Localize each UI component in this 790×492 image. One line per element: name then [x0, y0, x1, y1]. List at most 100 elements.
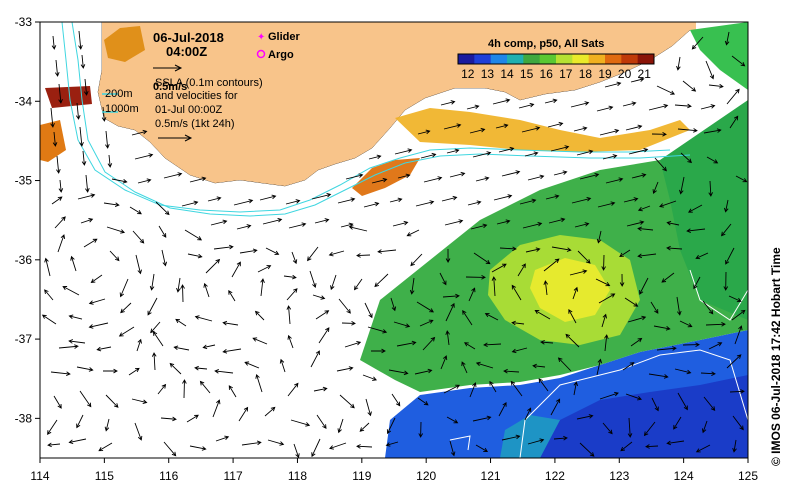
velocity-arrow — [136, 338, 142, 352]
velocity-arrow — [58, 344, 79, 349]
velocity-arrow — [577, 250, 591, 264]
velocity-arrow — [417, 397, 429, 406]
glider-star-icon: ✦ — [257, 32, 265, 43]
velocity-arrow — [449, 171, 466, 178]
velocity-arrow — [311, 192, 332, 200]
velocity-arrow — [491, 263, 507, 273]
velocity-arrow — [469, 382, 477, 398]
velocity-arrow — [51, 35, 57, 50]
velocity-arrow — [186, 414, 199, 423]
velocity-arrow — [62, 286, 80, 296]
velocity-arrow — [543, 280, 549, 296]
velocity-arrow — [131, 129, 148, 136]
velocity-arrow — [47, 419, 58, 435]
velocity-arrow — [368, 154, 382, 160]
velocity-arrow — [517, 263, 526, 277]
velocity-arrow — [731, 55, 746, 67]
velocity-arrow — [371, 177, 388, 184]
velocity-arrow — [363, 201, 380, 208]
velocity-arrow — [659, 200, 677, 208]
velocity-arrow — [598, 293, 616, 304]
velocity-arrow — [463, 342, 476, 350]
velocity-arrow — [489, 380, 497, 393]
velocity-arrow — [619, 249, 631, 258]
velocity-arrow — [374, 273, 389, 288]
colorbar-swatch — [507, 54, 524, 64]
velocity-arrow — [543, 258, 560, 272]
velocity-arrow — [708, 83, 724, 89]
velocity-arrow — [624, 297, 639, 307]
velocity-arrow — [532, 363, 546, 369]
velocity-arrow — [202, 344, 216, 350]
velocity-arrow — [385, 441, 399, 447]
map-time: 04:00Z — [166, 44, 207, 59]
velocity-arrow — [637, 253, 657, 259]
velocity-arrow — [602, 422, 613, 435]
colorbar-tick-label: 14 — [500, 67, 514, 81]
colorbar-tick-label: 21 — [638, 67, 652, 81]
velocity-arrow — [356, 444, 373, 449]
colorbar-swatch — [621, 54, 639, 64]
velocity-arrow — [131, 398, 148, 405]
velocity-arrow — [58, 179, 64, 193]
velocity-arrow — [721, 223, 732, 237]
x-axis: 114 115 116 117 118 119 120 121 122 123 124 125 — [30, 458, 758, 483]
velocity-arrow — [377, 249, 397, 254]
velocity-arrow — [328, 250, 345, 257]
velocity-arrow — [52, 131, 58, 147]
colorbar-swatch — [490, 54, 508, 64]
velocity-arrow — [137, 178, 152, 184]
sst-nw-orange — [104, 26, 145, 62]
velocity-arrow — [344, 341, 362, 348]
velocity-arrow — [157, 383, 167, 395]
velocity-arrow — [666, 220, 680, 226]
velocity-arrow — [396, 340, 417, 347]
velocity-arrow — [682, 342, 700, 347]
colorbar-swatch — [458, 54, 475, 64]
sla-contours — [449, 269, 749, 459]
velocity-arrow — [491, 276, 497, 297]
colorbar-tick-label: 15 — [520, 67, 534, 81]
colorbar-tick-label: 16 — [540, 67, 554, 81]
velocity-arrow — [648, 373, 669, 379]
velocity-arrow — [601, 313, 608, 328]
velocity-arrow — [440, 355, 448, 370]
velocity-arrow — [181, 200, 199, 207]
y-tick-label: -36 — [15, 253, 33, 267]
y-tick-label: -35 — [15, 174, 33, 188]
scale-label: 0.5m/s — [153, 81, 187, 93]
velocity-arrow — [182, 379, 187, 399]
velocity-arrow — [53, 395, 62, 409]
velocity-arrow — [189, 445, 207, 451]
velocity-arrow — [626, 220, 645, 227]
velocity-arrow — [579, 172, 600, 180]
velocity-arrow — [105, 394, 119, 408]
velocity-arrow — [570, 101, 590, 108]
velocity-arrow — [78, 30, 83, 50]
velocity-arrow — [244, 361, 260, 369]
velocity-arrow — [175, 318, 187, 327]
colorbar-tick-label: 18 — [579, 67, 593, 81]
velocity-arrow — [356, 253, 371, 258]
velocity-arrow — [538, 378, 549, 392]
map-plot-area — [40, 21, 749, 459]
velocity-arrow — [674, 368, 692, 375]
velocity-arrow — [484, 313, 499, 321]
velocity-arrow — [80, 54, 86, 69]
velocity-arrow — [345, 173, 364, 180]
velocity-arrow — [524, 407, 532, 421]
x-tick-label: 119 — [352, 469, 371, 483]
velocity-arrow — [337, 197, 356, 204]
velocity-arrow — [393, 321, 411, 328]
velocity-arrow — [194, 315, 213, 322]
velocity-arrow — [257, 265, 272, 273]
colorbar-tick-label: 13 — [481, 67, 495, 81]
velocity-arrow — [723, 271, 729, 291]
velocity-arrow — [212, 399, 221, 418]
velocity-arrow — [101, 106, 107, 122]
velocity-arrow — [493, 194, 513, 201]
velocity-arrow — [83, 78, 89, 96]
legend-box: 06-Jul-2018 04:00Z ✦ Glider Argo 0.5m/s … — [102, 30, 301, 142]
sla-line4: 0.5m/s (1kt 24h) — [155, 118, 234, 130]
velocity-arrow — [576, 149, 594, 156]
